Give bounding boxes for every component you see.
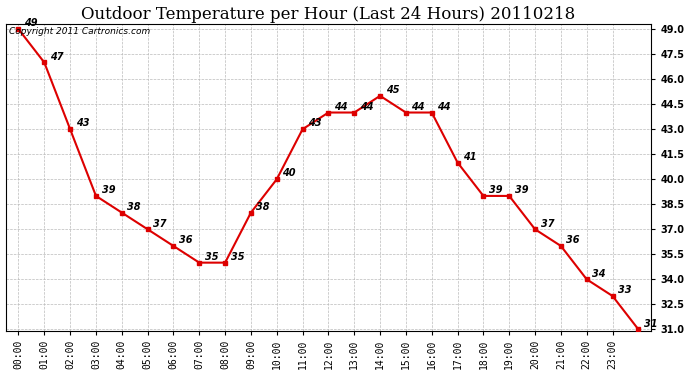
Text: Copyright 2011 Cartronics.com: Copyright 2011 Cartronics.com — [9, 27, 150, 36]
Text: 33: 33 — [618, 285, 631, 295]
Text: 37: 37 — [540, 219, 554, 228]
Text: 38: 38 — [128, 202, 141, 212]
Text: 39: 39 — [489, 185, 502, 195]
Text: 36: 36 — [179, 235, 193, 245]
Text: 49: 49 — [24, 18, 37, 28]
Text: 35: 35 — [230, 252, 244, 262]
Text: 43: 43 — [308, 118, 322, 128]
Text: 41: 41 — [463, 152, 477, 162]
Text: 44: 44 — [437, 102, 451, 112]
Text: 44: 44 — [359, 102, 373, 112]
Text: 37: 37 — [153, 219, 167, 228]
Text: 40: 40 — [282, 168, 296, 178]
Text: 43: 43 — [76, 118, 89, 128]
Text: 45: 45 — [386, 85, 399, 95]
Text: 39: 39 — [101, 185, 115, 195]
Text: 44: 44 — [411, 102, 425, 112]
Text: 31: 31 — [644, 319, 658, 328]
Text: 44: 44 — [334, 102, 348, 112]
Text: 34: 34 — [592, 268, 606, 279]
Text: 39: 39 — [515, 185, 529, 195]
Title: Outdoor Temperature per Hour (Last 24 Hours) 20110218: Outdoor Temperature per Hour (Last 24 Ho… — [81, 6, 575, 22]
Text: 35: 35 — [205, 252, 218, 262]
Text: 47: 47 — [50, 52, 63, 62]
Text: 38: 38 — [257, 202, 270, 212]
Text: 36: 36 — [566, 235, 580, 245]
